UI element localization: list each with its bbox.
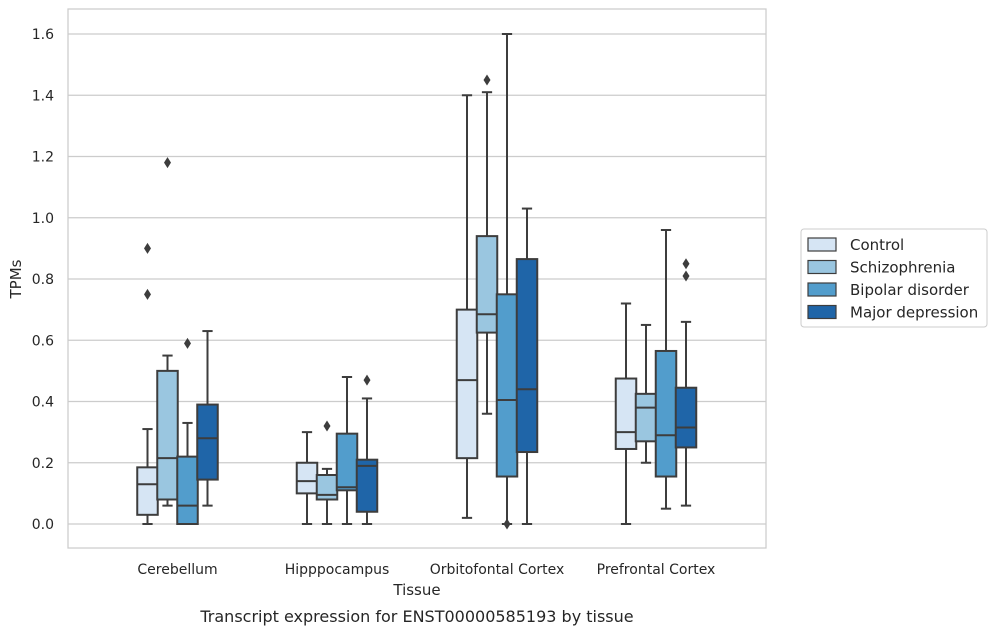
legend-label: Bipolar disorder [850,281,970,299]
box-group [156,157,179,507]
box-group [475,74,499,415]
box-group [674,258,698,507]
x-tick-label: Prefrontal Cortex [597,562,716,578]
box-group [515,207,539,525]
outlier-point [184,337,191,349]
box [654,349,678,478]
x-tick-label: Orbitofontal Cortex [430,562,565,578]
box-group [614,302,638,525]
outlier-point [164,157,171,169]
outlier-point [363,374,371,386]
x-tick-label: Hipppocampus [285,562,390,578]
outlier-point [483,74,491,86]
box-group [176,337,199,525]
x-axis-title: Tissue [392,581,440,599]
legend-label: Schizophrenia [850,259,955,277]
outlier-point [144,242,151,254]
box [295,461,319,495]
y-tick-label: 1.4 [32,88,54,104]
legend-label: Major depression [850,304,978,322]
legend: Control Schizophrenia Bipolar disorder Majo… [800,228,988,328]
box-group [355,374,379,525]
y-tick-label: 0.0 [32,517,54,533]
y-tick-label: 0.8 [32,272,54,288]
box [495,293,519,478]
outlier-point [682,258,690,270]
x-axis-ticks: Cerebellum Hipppocampus Orbitofontal Corte… [137,562,715,578]
box-group [136,242,159,525]
legend-swatch [807,282,837,297]
outlier-point [682,270,690,282]
box-group [295,431,319,525]
box-plots [136,33,698,530]
box [176,455,199,525]
box [136,466,159,516]
box [455,308,479,460]
box [515,258,539,454]
box-group [335,376,359,525]
y-tick-label: 1.0 [32,211,54,227]
box-group [634,323,658,464]
box-group [495,33,519,530]
y-axis-title: TPMs [7,259,25,299]
figure-caption: Transcript expression for ENST0000058519… [199,607,633,626]
legend-swatch [807,304,837,320]
outlier-point [503,518,511,530]
y-axis-ticks: 0.0 0.2 0.4 0.6 0.8 1.0 1.2 1.4 1.6 [32,27,54,533]
box-group [654,229,678,510]
box-group [455,94,479,519]
box [156,369,179,501]
y-tick-label: 0.6 [32,333,54,349]
box [475,235,499,334]
y-tick-label: 1.6 [32,27,54,43]
legend-swatch [807,237,837,252]
y-tick-label: 1.2 [32,150,54,166]
legend-frame [800,228,988,328]
y-tick-label: 0.2 [32,456,54,472]
box-group [196,330,219,507]
box [196,403,219,481]
x-tick-label: Cerebellum [137,562,217,578]
box-group [315,420,339,525]
legend-label: Control [850,236,904,254]
legend-swatch [807,259,837,275]
box [335,432,359,492]
outlier-point [323,420,331,432]
plot-area-frame [67,8,767,549]
y-tick-label: 0.4 [32,395,54,411]
box [355,458,379,513]
box [674,386,698,449]
box [634,392,658,443]
outlier-point [144,288,151,300]
box [614,377,638,450]
